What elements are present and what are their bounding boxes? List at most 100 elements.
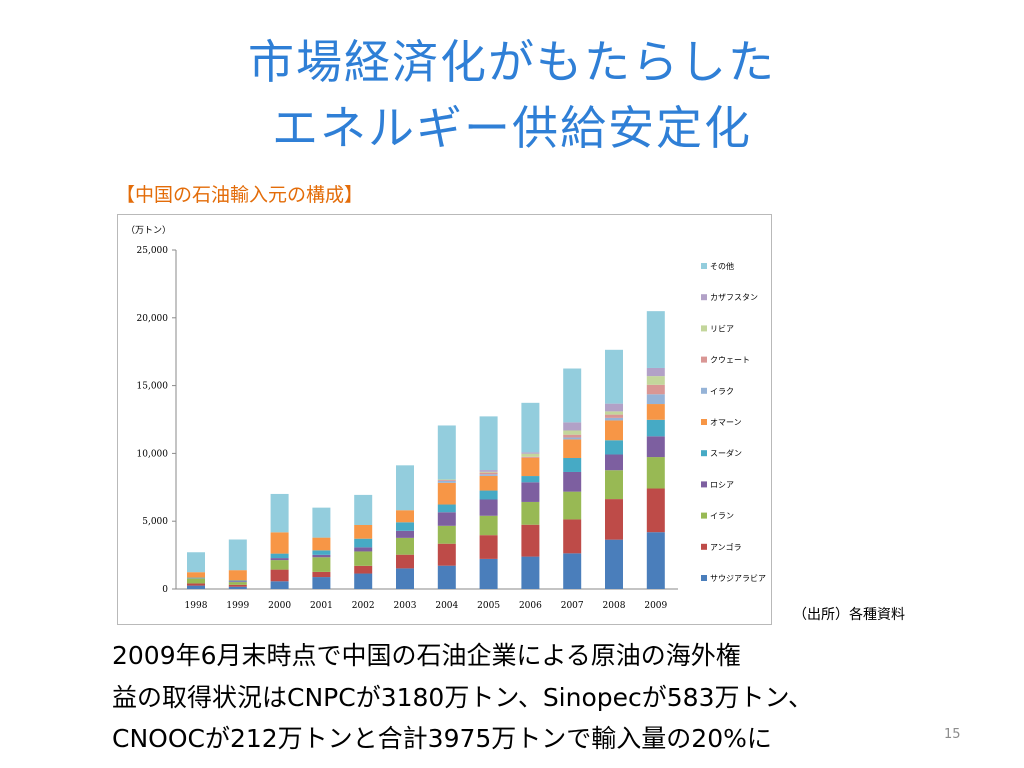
source-note: （出所）各種資料 (793, 607, 905, 623)
bar-segment (187, 578, 205, 584)
bar-segment (187, 572, 205, 578)
legend-swatch (701, 419, 707, 425)
legend-swatch (701, 575, 707, 581)
bar-segment (187, 583, 205, 586)
legend-label: リビア (710, 324, 734, 333)
bar-segment (563, 519, 582, 554)
bar-segment (646, 457, 665, 489)
legend-label: その他 (710, 261, 734, 271)
x-tick-label: 1998 (185, 601, 208, 611)
bar-segment (437, 512, 456, 526)
legend-label: イラン (710, 512, 734, 521)
legend-label: カザフスタン (710, 293, 758, 302)
y-tick-label: 25,000 (137, 246, 169, 256)
page-number: 15 (944, 727, 961, 742)
bar-segment (646, 404, 665, 420)
bar-segment (646, 367, 665, 377)
bar-segment (563, 458, 582, 472)
bar-segment (396, 537, 414, 555)
x-tick-label: 2006 (519, 601, 542, 611)
bar-segment (646, 532, 665, 589)
bar-segment (563, 491, 582, 520)
bar-segment (521, 476, 540, 483)
x-tick-label: 2007 (561, 601, 584, 611)
bar-segment (646, 419, 665, 437)
x-tick-label: 2001 (310, 601, 333, 611)
bar-segment (605, 414, 623, 418)
bar-segment (605, 440, 623, 455)
bar-segment (270, 581, 289, 589)
legend-swatch (701, 450, 707, 457)
bar-segment (479, 472, 498, 475)
bar-segment (646, 436, 665, 458)
bar-segment (437, 425, 456, 480)
bar-segment (563, 434, 582, 438)
bar-segment (479, 558, 498, 589)
legend-label: ロシア (710, 480, 734, 489)
y-tick-label: 10,000 (137, 449, 169, 459)
bar-segment (396, 530, 414, 538)
legend-swatch (701, 294, 707, 301)
legend-label: オマーン (710, 418, 742, 427)
bar-segment (437, 525, 456, 544)
bar-segment (521, 501, 540, 525)
bar-segment (605, 403, 623, 412)
x-tick-label: 2008 (603, 601, 626, 611)
bar-segment (396, 522, 414, 531)
bar-segment (312, 571, 331, 578)
bar-segment (605, 470, 623, 500)
bar-segment (437, 480, 456, 483)
bar-segment (605, 349, 623, 404)
bar-segment (228, 539, 247, 571)
legend-swatch (701, 387, 707, 394)
bar-segment (228, 580, 247, 582)
bar-segment (646, 376, 665, 385)
bar-segment (479, 474, 498, 476)
bar-segment (228, 570, 247, 581)
bar-segment (270, 532, 289, 554)
bar-segment (187, 585, 205, 589)
body-text-line-3: CNOOCが212万トンと合計3975万トンで輸入量の20%に (112, 724, 772, 753)
bar-segment (354, 565, 373, 574)
bar-segment (479, 475, 498, 491)
bar-segment (437, 565, 456, 589)
legend-label: イラク (710, 387, 734, 396)
x-tick-label: 2004 (435, 601, 458, 611)
x-tick-label: 1999 (226, 601, 249, 611)
bar-segment (479, 515, 498, 536)
legend-swatch (701, 543, 707, 550)
y-tick-label: 20,000 (137, 314, 169, 324)
bar-segment (646, 311, 665, 368)
bar-segment (521, 524, 540, 557)
bar-segment (437, 543, 456, 566)
bar-segment (563, 471, 582, 492)
bar-segment (605, 539, 623, 589)
legend-swatch (701, 356, 707, 363)
bar-segment (312, 557, 331, 572)
bar-segment (312, 577, 331, 589)
bar-segment (396, 510, 414, 523)
bar-segment (479, 416, 498, 471)
bar-segment (396, 465, 414, 511)
bar-segment (312, 550, 331, 555)
chart-caption: 【中国の石油輸入元の構成】 (116, 184, 364, 206)
bar-segment (521, 456, 540, 458)
legend-label: クウェート (710, 356, 750, 365)
bar-segment (270, 493, 289, 533)
bar-segment (396, 568, 414, 589)
bar-segment (354, 573, 373, 589)
bar-segment (605, 417, 623, 421)
bar-segment (563, 368, 582, 423)
legend-swatch (701, 512, 707, 519)
body-text-line-1: 2009年6月末時点で中国の石油企業による原油の海外権 (112, 641, 741, 670)
bar-segment (354, 494, 373, 525)
bar-segment (228, 582, 247, 585)
slide-title-line-1: 市場経済化がもたらした (248, 35, 776, 89)
bar-segment (646, 394, 665, 405)
y-unit-label: （万トン） (126, 225, 171, 236)
bar-segment (354, 538, 373, 548)
bar-segment (479, 490, 498, 500)
bar-segment (605, 454, 623, 471)
bar-segment (312, 554, 331, 558)
bar-segment (521, 556, 540, 589)
